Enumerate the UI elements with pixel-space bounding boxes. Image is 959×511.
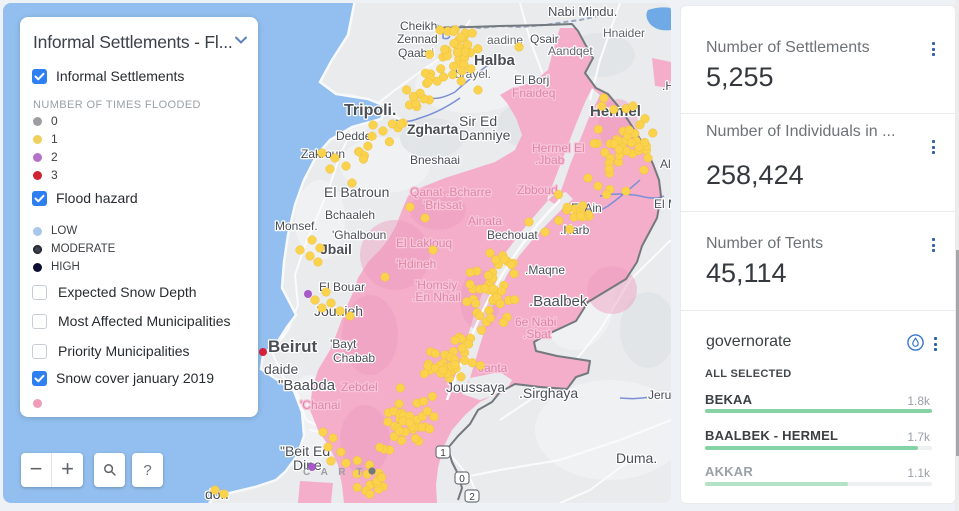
svg-text:1: 1: [440, 448, 446, 459]
svg-text:.Sbat: .Sbat: [523, 327, 552, 341]
svg-text:'Brissat: 'Brissat: [423, 198, 463, 212]
svg-text:Sir Ed: Sir Ed: [459, 113, 497, 129]
svg-text:El Borj: El Borj: [514, 73, 549, 87]
svg-text:Cheikh: Cheikh: [400, 19, 437, 33]
svg-text:"Beit Ed: "Beit Ed: [280, 443, 330, 459]
svg-text:aadine: aadine: [487, 33, 523, 47]
svg-text:Halba: Halba: [474, 52, 516, 69]
svg-text:Beirut: Beirut: [268, 337, 317, 356]
svg-text:'Ghalboun: 'Ghalboun: [332, 228, 386, 242]
svg-text:Janta: Janta: [478, 361, 508, 375]
svg-text:'Chanai: 'Chanai: [300, 398, 340, 412]
svg-text:0: 0: [459, 474, 465, 485]
svg-text:.Sirghaya: .Sirghaya: [519, 385, 578, 401]
svg-text:El Laklouq: El Laklouq: [396, 236, 452, 250]
svg-text:.Maqne: .Maqne: [525, 263, 565, 277]
svg-text:Dedde.: Dedde.: [336, 129, 375, 143]
svg-text:Chabab: Chabab: [333, 351, 375, 365]
svg-text:Fnaideq: Fnaideq: [512, 86, 555, 100]
svg-text:Hnaider: Hnaider: [603, 26, 645, 40]
svg-text:Nabi Mindu.: Nabi Mindu.: [548, 4, 617, 19]
svg-text:Hermel El: Hermel El: [532, 141, 585, 155]
svg-text:"Baabda: "Baabda: [278, 377, 336, 394]
svg-text:daide: daide: [264, 361, 298, 377]
svg-text:'Hdineh: 'Hdineh: [396, 257, 436, 271]
svg-text:Qanat .Bcharre: Qanat .Bcharre: [410, 185, 492, 199]
svg-text:Duma.: Duma.: [616, 450, 657, 466]
svg-text:Jeru: Jeru: [648, 388, 671, 402]
svg-text:C A R T: C A R T: [303, 467, 366, 478]
svg-text:.H: .H: [662, 79, 671, 93]
svg-text:.Baalbek: .Baalbek: [529, 293, 588, 310]
svg-text:Aandqet: Aandqet: [548, 44, 593, 58]
svg-text:2: 2: [469, 492, 475, 503]
svg-text:Bechouat: Bechouat: [487, 228, 538, 242]
svg-text:Qsair: Qsair: [530, 32, 559, 46]
svg-text:Al: Al: [660, 157, 671, 171]
svg-text:Jbail: Jbail: [320, 241, 352, 257]
svg-text:.Jbab: .Jbab: [535, 153, 565, 167]
svg-text:Ainata: Ainata: [468, 214, 502, 228]
svg-text:Zennad: Zennad: [397, 32, 438, 46]
svg-text:.En Nhail: .En Nhail: [412, 290, 461, 304]
svg-text:El M: El M: [654, 197, 671, 211]
svg-text:'Homsiy: 'Homsiy: [415, 278, 457, 292]
svg-text:.Harb: .Harb: [560, 223, 590, 237]
svg-text:Joussaya: Joussaya: [446, 379, 505, 395]
svg-text:6e Nabi: 6e Nabi: [515, 315, 556, 329]
svg-text:'Bayt: 'Bayt: [330, 337, 357, 351]
svg-text:Zgharta: Zgharta: [407, 121, 459, 137]
svg-text:Bneshaai: Bneshaai: [410, 153, 460, 167]
svg-text:Bchaaleh: Bchaaleh: [325, 208, 375, 222]
svg-text:El Batroun: El Batroun: [324, 184, 389, 200]
svg-text:Tripoli.: Tripoli.: [344, 102, 396, 119]
svg-text:Zbboud: Zbboud: [517, 183, 558, 197]
svg-text:Qaabri: Qaabri: [398, 46, 434, 60]
svg-text:Monsef.: Monsef.: [275, 219, 318, 233]
svg-text:Zebdel: Zebdel: [341, 380, 378, 394]
svg-text:Danniye: Danniye: [459, 127, 511, 143]
